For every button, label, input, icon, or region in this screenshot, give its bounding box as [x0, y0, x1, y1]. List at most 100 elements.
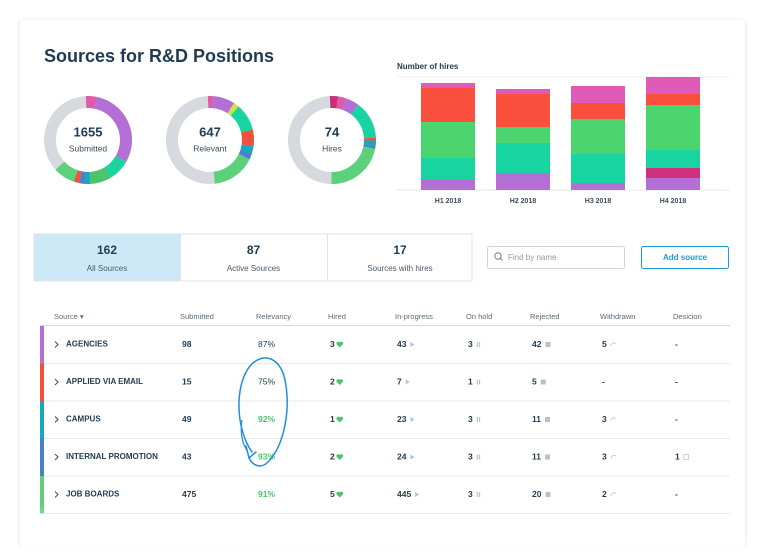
- search-placeholder: Find by name: [508, 253, 557, 262]
- cell-value: 24: [397, 451, 407, 461]
- tab-label[interactable]: Active Sources: [227, 264, 280, 273]
- hold-icon: [477, 492, 478, 497]
- source-name: INTERNAL PROMOTION: [66, 452, 158, 461]
- donut-segment: [231, 108, 235, 111]
- cell-value: 20: [532, 489, 542, 499]
- cell-value: 98: [182, 339, 192, 349]
- hold-icon: [479, 417, 480, 422]
- rejected-icon: [545, 492, 550, 497]
- cell-value: -: [602, 376, 605, 386]
- cell-value: 11: [532, 414, 541, 424]
- cell-value: 5: [532, 376, 537, 386]
- tab-label[interactable]: All Sources: [87, 264, 127, 273]
- cell-value: 23: [397, 414, 407, 424]
- bar-segment: [421, 158, 475, 180]
- hold-icon: [477, 417, 478, 422]
- donut-segment: [337, 102, 344, 104]
- donut-label: Hires: [322, 143, 342, 153]
- cell-value: 42: [532, 339, 542, 349]
- donut-segment: [76, 176, 81, 177]
- cell-value: -: [675, 489, 678, 499]
- column-header[interactable]: Source ▾: [54, 312, 84, 321]
- rejected-icon: [545, 455, 550, 460]
- bar-segment: [571, 183, 625, 190]
- source-name: AGENCIES: [66, 340, 108, 349]
- cell-value: -: [675, 414, 678, 424]
- x-tick-label: H4 2018: [660, 198, 687, 205]
- bar-segment: [646, 150, 700, 168]
- bar-segment: [646, 94, 700, 105]
- bar-segment: [421, 122, 475, 158]
- x-tick-label: H1 2018: [435, 198, 462, 205]
- cell-value: 2: [602, 489, 607, 499]
- row-color-bar: [40, 439, 44, 477]
- cell-value: 3: [602, 414, 607, 424]
- cell-value: 3: [468, 489, 473, 499]
- cell-value: 49: [182, 414, 192, 424]
- hold-icon: [477, 455, 478, 460]
- column-header: On hold: [466, 312, 492, 321]
- cell-value: 7: [397, 376, 402, 386]
- row-color-bar: [40, 326, 44, 364]
- tab-count[interactable]: 162: [97, 243, 117, 257]
- x-tick-label: H3 2018: [585, 198, 612, 205]
- bar-segment: [646, 178, 700, 190]
- cell-value: 43: [397, 339, 407, 349]
- row-color-bar: [40, 401, 44, 439]
- add-source-button[interactable]: Add source: [642, 247, 729, 269]
- donut-value: 647: [199, 124, 221, 139]
- button-label[interactable]: Add source: [663, 253, 708, 262]
- chart-title: Number of hires: [397, 62, 459, 71]
- cell-value: 3: [468, 414, 473, 424]
- bar-segment: [496, 173, 550, 190]
- cell-value: 3: [330, 339, 335, 349]
- source-name: JOB BOARDS: [66, 490, 120, 499]
- cell-value: 3: [602, 451, 607, 461]
- cell-value: 445: [397, 489, 411, 499]
- bar-segment: [421, 83, 475, 88]
- bar-segment: [646, 168, 700, 178]
- rejected-icon: [541, 380, 546, 385]
- donut-segment: [90, 172, 108, 178]
- search-box[interactable]: Find by name: [488, 247, 625, 269]
- bar-segment: [496, 94, 550, 127]
- bar-segment: [571, 119, 625, 154]
- column-header: Desicion: [673, 312, 702, 321]
- cell-value: 1: [675, 451, 680, 461]
- donut-label: Submitted: [69, 143, 108, 153]
- donut-segment: [86, 102, 95, 103]
- tab-count[interactable]: 87: [247, 243, 261, 257]
- column-header: In-progress: [395, 312, 433, 321]
- cell-value: 75%: [258, 376, 275, 386]
- bar-segment: [421, 88, 475, 122]
- bar-segment: [496, 89, 550, 94]
- column-header: Relevancy: [256, 312, 291, 321]
- cell-value: 475: [182, 489, 196, 499]
- column-header: Rejected: [530, 312, 560, 321]
- bar-segment: [571, 154, 625, 183]
- cell-value: 5: [602, 339, 607, 349]
- donut-segment: [246, 145, 248, 152]
- tab-active-bg: [35, 235, 181, 281]
- cell-value: 43: [182, 451, 192, 461]
- cell-value: 15: [182, 376, 192, 386]
- rejected-icon: [545, 342, 550, 347]
- hold-icon: [477, 380, 478, 385]
- card: [20, 20, 745, 545]
- bar-segment: [571, 103, 625, 119]
- bar-segment: [496, 127, 550, 143]
- hold-icon: [479, 380, 480, 385]
- tab-count[interactable]: 17: [393, 243, 407, 257]
- hold-icon: [479, 342, 480, 347]
- bar-segment: [571, 86, 625, 103]
- cell-value: 11: [532, 451, 541, 461]
- tab-label[interactable]: Sources with hires: [367, 264, 432, 273]
- donut-value: 1655: [74, 124, 103, 139]
- cell-value: 1: [330, 414, 335, 424]
- cell-value: 2: [330, 376, 335, 386]
- column-header: Submitted: [180, 312, 214, 321]
- cell-value: 87%: [258, 339, 275, 349]
- bottom-fade: [20, 505, 745, 551]
- page-title: Sources for R&D Positions: [44, 46, 274, 66]
